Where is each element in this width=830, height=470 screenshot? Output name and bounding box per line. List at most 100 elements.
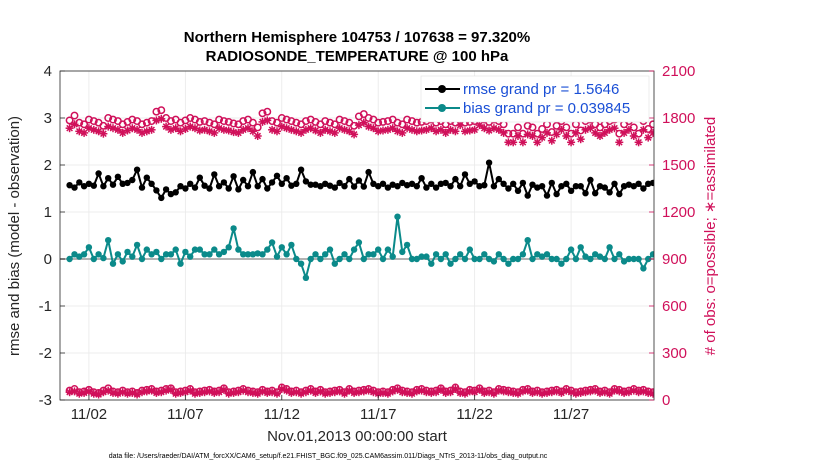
- possible-obs-marker: [234, 386, 243, 395]
- rmse-point: [447, 183, 454, 190]
- rmse-point: [645, 180, 652, 187]
- rmse-point: [799, 182, 805, 188]
- possible-obs-marker: [219, 384, 228, 393]
- possible-obs-marker: [653, 389, 654, 392]
- assimilated-obs-marker: [731, 387, 739, 395]
- bias-point: [722, 256, 728, 262]
- possible-obs-marker: [210, 387, 219, 396]
- possible-obs-marker: [485, 386, 494, 395]
- possible-obs-marker: [195, 117, 204, 126]
- y-left-tick-label: 1: [44, 204, 52, 221]
- assimilated-obs-marker: [470, 125, 479, 134]
- possible-obs-marker: [166, 384, 175, 393]
- assimilated-obs-marker: [770, 132, 778, 140]
- bias-point: [500, 255, 507, 263]
- bias-point: [225, 244, 232, 251]
- bias-point: [138, 255, 146, 263]
- x-tick-label: 11/02: [71, 406, 107, 423]
- possible-obs-marker: [379, 387, 387, 396]
- x-tick-label: 11/22: [456, 406, 492, 423]
- possible-obs-marker: [703, 387, 709, 393]
- rmse-point: [727, 182, 733, 188]
- rmse-point: [307, 181, 314, 188]
- rmse-point: [278, 180, 285, 187]
- rmse-point: [230, 173, 237, 180]
- bias-point: [293, 255, 300, 263]
- bias-point: [688, 284, 694, 290]
- rmse-point: [452, 175, 459, 183]
- assimilated-obs-marker: [509, 138, 518, 147]
- possible-obs-marker: [224, 388, 233, 397]
- rmse-point: [326, 182, 334, 189]
- possible-obs-marker: [210, 120, 219, 129]
- possible-obs-marker: [528, 387, 537, 396]
- rmse-point: [601, 184, 608, 191]
- possible-obs-marker: [708, 386, 714, 392]
- possible-obs-marker: [523, 121, 532, 130]
- bias-point: [85, 244, 93, 251]
- y-right-tick-label: 900: [662, 251, 687, 268]
- rmse-point: [288, 182, 295, 189]
- possible-obs-marker: [732, 131, 738, 137]
- assimilated-obs-marker: [659, 130, 667, 138]
- possible-obs-marker: [514, 123, 522, 132]
- bias-point: [761, 253, 767, 259]
- rmse-point: [664, 183, 670, 189]
- bias-point: [732, 256, 738, 262]
- assimilated-obs-marker: [562, 132, 571, 140]
- rmse-point: [399, 179, 406, 187]
- possible-obs-marker: [277, 383, 286, 392]
- bias-point: [746, 256, 752, 262]
- assimilated-obs-marker: [610, 124, 619, 133]
- possible-obs-marker: [456, 387, 465, 396]
- rmse-point: [471, 178, 478, 185]
- assimilated-obs-marker: [162, 122, 171, 131]
- rmse-point: [819, 185, 825, 191]
- possible-obs-marker: [215, 115, 224, 124]
- rmse-point: [500, 180, 507, 187]
- rmse-point: [119, 180, 126, 187]
- rmse-point: [346, 175, 353, 183]
- possible-obs-marker: [301, 386, 310, 395]
- possible-obs-marker: [205, 385, 214, 394]
- bias-point: [635, 255, 642, 263]
- bias-point: [312, 251, 319, 258]
- bias-point: [399, 248, 406, 256]
- bias-point: [389, 253, 396, 260]
- bias-series: [66, 213, 791, 290]
- bias-point: [553, 255, 560, 263]
- rmse-point: [148, 180, 155, 187]
- bias-point: [785, 256, 791, 262]
- rmse-point: [442, 179, 449, 187]
- bias-point: [495, 251, 502, 258]
- assimilated-obs-marker: [248, 127, 257, 136]
- assimilated-obs-marker: [398, 128, 407, 137]
- assimilated-obs-marker: [369, 124, 378, 133]
- rmse-point: [785, 185, 791, 191]
- bias-point: [220, 248, 228, 256]
- possible-obs-marker: [258, 385, 267, 394]
- bias-point: [442, 251, 449, 258]
- possible-obs-marker: [727, 121, 733, 127]
- possible-obs-marker: [567, 386, 576, 395]
- possible-obs-marker: [186, 114, 195, 122]
- assimilated-obs-marker: [741, 388, 749, 396]
- assimilated-obs-marker: [688, 387, 696, 395]
- x-tick-label: 11/12: [264, 406, 300, 423]
- assimilated-obs-marker: [615, 138, 624, 147]
- assimilated-obs-marker: [239, 125, 248, 134]
- assimilated-obs-marker: [789, 396, 797, 404]
- possible-obs-marker: [287, 387, 296, 396]
- possible-obs-marker: [229, 119, 238, 128]
- bias-point: [158, 255, 165, 263]
- possible-obs-marker: [639, 385, 648, 394]
- possible-obs-marker: [722, 127, 728, 133]
- bias-point: [95, 251, 102, 258]
- bias-point: [447, 260, 454, 267]
- y-right-tick-label: 1800: [662, 110, 695, 127]
- assimilated-obs-marker: [760, 138, 768, 146]
- assimilated-obs-marker: [538, 133, 547, 142]
- assimilated-obs-marker: [664, 135, 672, 143]
- rmse-point: [177, 183, 184, 190]
- possible-obs-marker: [624, 386, 633, 395]
